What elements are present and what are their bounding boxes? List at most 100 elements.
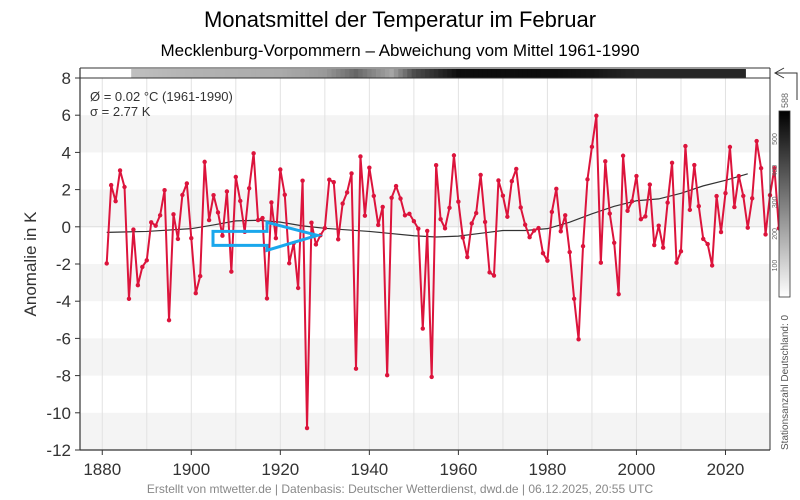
- data-point: [425, 228, 430, 234]
- strip-cell: [189, 69, 194, 78]
- strip-cell: [353, 69, 359, 78]
- data-point: [393, 183, 399, 189]
- strip-cell: [629, 69, 635, 78]
- data-point: [500, 193, 506, 198]
- strip-cell: [714, 69, 720, 78]
- data-point: [656, 223, 661, 228]
- data-point: [304, 425, 310, 431]
- data-point: [505, 214, 510, 219]
- data-point: [482, 219, 488, 225]
- station-count-strip: [131, 69, 746, 78]
- strip-cell: [571, 69, 577, 78]
- data-point: [331, 179, 336, 185]
- data-point: [135, 283, 141, 288]
- strip-cell: [255, 69, 261, 78]
- strip-cell: [607, 69, 613, 78]
- data-point: [140, 264, 145, 270]
- footer-credit: Erstellt von mtwetter.de | Datenbasis: D…: [147, 482, 654, 496]
- data-point: [344, 190, 350, 195]
- strip-cell: [478, 69, 484, 78]
- data-point: [206, 217, 212, 223]
- strip-cell: [344, 69, 350, 78]
- data-point: [215, 210, 221, 215]
- strip-cell: [603, 69, 608, 78]
- y-tick-label: -12: [46, 441, 71, 460]
- data-point: [122, 184, 127, 190]
- x-tick-label: 2000: [618, 460, 656, 479]
- strip-cell: [322, 69, 328, 78]
- strip-cell: [318, 69, 324, 78]
- data-point: [211, 192, 216, 198]
- strip-cell: [723, 69, 729, 78]
- data-point: [144, 258, 149, 263]
- data-point: [171, 212, 176, 217]
- data-point: [496, 178, 501, 183]
- strip-cell: [278, 69, 283, 78]
- strip-cell: [358, 69, 364, 78]
- strip-cell: [482, 69, 488, 78]
- strip-cell: [620, 69, 626, 78]
- data-point: [473, 210, 479, 216]
- x-tick-label: 1980: [529, 460, 567, 479]
- strip-cell: [509, 69, 515, 78]
- strip-cell: [140, 69, 145, 78]
- data-point: [126, 296, 132, 301]
- grid-band: [80, 412, 770, 450]
- data-point: [763, 232, 768, 237]
- colorbar-ticks: 100 200 300 400 500: [772, 133, 779, 271]
- strip-cell: [549, 69, 555, 78]
- data-point: [264, 296, 270, 301]
- strip-cell: [554, 69, 559, 78]
- data-point: [362, 213, 368, 218]
- data-point: [478, 172, 483, 178]
- data-point: [647, 182, 653, 187]
- grid-band: [80, 338, 770, 376]
- background-bands: [80, 115, 770, 450]
- grid-band: [80, 115, 770, 153]
- strip-cell: [291, 69, 297, 78]
- strip-cell: [616, 69, 622, 78]
- strip-cell: [433, 69, 439, 78]
- strip-cell: [304, 69, 310, 78]
- strip-cell: [197, 69, 203, 78]
- strip-cell: [647, 69, 653, 78]
- data-point: [678, 249, 684, 254]
- data-point: [536, 225, 541, 231]
- strip-cell: [162, 69, 168, 78]
- strip-cell: [229, 69, 234, 78]
- data-point: [611, 240, 617, 245]
- data-point: [460, 235, 466, 240]
- strip-cell: [692, 69, 697, 78]
- y-tick-label: -2: [56, 255, 71, 274]
- data-point: [718, 229, 724, 235]
- strip-cell: [727, 69, 733, 78]
- data-point: [442, 226, 448, 231]
- data-point: [420, 326, 425, 331]
- strip-cell: [131, 69, 137, 78]
- strip-cell: [175, 69, 181, 78]
- strip-cell: [300, 69, 306, 78]
- strip-cell: [531, 69, 537, 78]
- data-point: [669, 160, 675, 166]
- strip-cell: [674, 69, 680, 78]
- data-point: [616, 291, 621, 297]
- data-point: [162, 187, 167, 193]
- data-point: [398, 196, 403, 201]
- strip-cell: [545, 69, 551, 78]
- x-tick-label: 1880: [83, 460, 121, 479]
- strip-cell: [683, 69, 689, 78]
- data-point: [371, 193, 377, 199]
- strip-cell: [558, 69, 564, 78]
- strip-cell: [656, 69, 662, 78]
- data-point: [545, 258, 550, 263]
- y-tick-label: 2: [62, 181, 71, 200]
- data-point: [224, 189, 230, 194]
- data-point: [384, 373, 390, 378]
- strip-cell: [206, 69, 212, 78]
- data-point: [238, 198, 243, 204]
- strip-cell: [233, 69, 239, 78]
- strip-cell: [398, 69, 404, 78]
- data-point: [260, 215, 265, 221]
- data-point: [727, 144, 733, 150]
